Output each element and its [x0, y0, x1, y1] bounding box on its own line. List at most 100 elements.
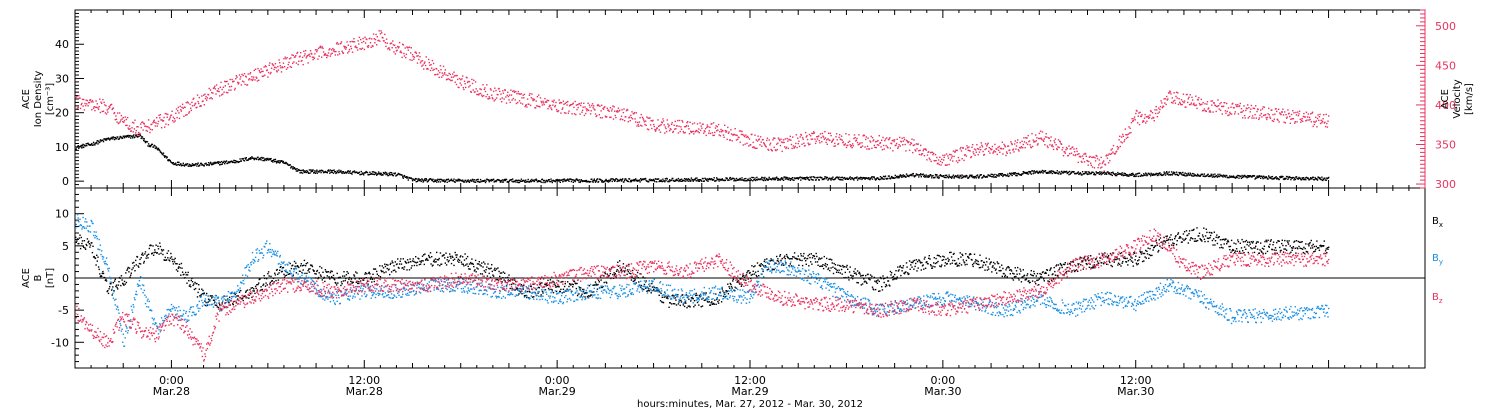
data-point [258, 69, 260, 72]
data-point [270, 160, 273, 162]
data-point [962, 176, 964, 179]
data-point [218, 90, 220, 93]
data-point [751, 180, 754, 182]
data-point [785, 176, 787, 178]
data-point [1164, 102, 1166, 104]
data-point [1107, 154, 1109, 156]
data-point [942, 159, 945, 161]
data-point [817, 176, 819, 179]
data-point [1185, 106, 1187, 108]
data-point [1065, 170, 1068, 173]
data-point [165, 155, 167, 158]
data-point [612, 105, 614, 107]
data-point [612, 178, 614, 180]
data-point [683, 178, 686, 180]
data-point [639, 117, 641, 119]
data-point [221, 88, 223, 91]
data-point [347, 281, 349, 283]
data-point [944, 174, 947, 177]
data-point [1041, 169, 1044, 172]
data-point [232, 161, 234, 163]
data-point [266, 69, 268, 71]
data-point [1094, 157, 1096, 159]
data-point [812, 132, 814, 135]
data-point [320, 275, 322, 277]
data-point [1247, 104, 1249, 106]
data-point [1205, 110, 1207, 113]
data-point [375, 33, 377, 36]
data-point [1067, 154, 1070, 157]
data-point [199, 295, 201, 297]
data-point [671, 121, 673, 124]
data-point [273, 281, 275, 283]
data-point [948, 163, 950, 166]
data-point [193, 283, 195, 285]
data-point [364, 171, 367, 174]
data-point [337, 282, 339, 284]
data-point [355, 281, 357, 283]
data-point [742, 144, 744, 146]
data-point [991, 145, 994, 148]
data-point [786, 137, 788, 140]
data-point [1203, 173, 1206, 175]
data-point [266, 157, 268, 160]
data-point [86, 244, 88, 247]
data-point [322, 277, 325, 279]
data-point [779, 139, 781, 142]
data-point [128, 267, 131, 269]
data-point [257, 283, 259, 286]
data-point [358, 43, 360, 45]
data-point [114, 119, 116, 121]
data-point [1056, 170, 1058, 172]
data-point [113, 136, 115, 139]
data-point [860, 177, 862, 179]
data-point [1049, 140, 1052, 142]
data-point [675, 180, 677, 182]
data-point [1292, 110, 1294, 112]
data-point [189, 284, 191, 286]
data-point [1081, 171, 1084, 173]
data-point [1175, 171, 1178, 173]
data-point [295, 62, 298, 64]
data-point [382, 174, 384, 176]
data-point [1263, 106, 1266, 108]
data-point [758, 138, 761, 140]
data-point [1051, 144, 1053, 146]
data-point [1081, 174, 1083, 176]
data-point [134, 136, 136, 138]
data-point [107, 108, 110, 110]
data-point [1283, 178, 1285, 181]
data-point [919, 174, 921, 176]
data-point [814, 176, 816, 179]
data-point [629, 181, 631, 183]
data-point [606, 180, 608, 182]
data-point [274, 274, 277, 276]
data-point [989, 175, 992, 177]
data-point [1254, 113, 1256, 116]
data-point [1146, 174, 1149, 176]
data-point [299, 55, 301, 57]
data-point [979, 146, 981, 148]
data-point [75, 241, 77, 243]
data-point [209, 97, 211, 100]
data-point [344, 46, 346, 48]
data-point [439, 178, 441, 181]
data-point [614, 180, 616, 182]
data-point [109, 139, 111, 141]
data-point [220, 163, 222, 166]
data-point [184, 164, 186, 166]
data-point [852, 145, 854, 147]
data-point [119, 121, 121, 123]
data-point [717, 129, 719, 131]
data-point [580, 179, 582, 181]
data-point [201, 293, 204, 295]
data-point [641, 125, 643, 127]
data-point [1286, 116, 1288, 118]
data-point [245, 291, 247, 293]
data-point [958, 175, 960, 178]
data-point [275, 279, 277, 282]
data-point [524, 181, 526, 183]
data-point [251, 296, 253, 299]
data-point [155, 244, 157, 246]
data-point [809, 143, 811, 145]
